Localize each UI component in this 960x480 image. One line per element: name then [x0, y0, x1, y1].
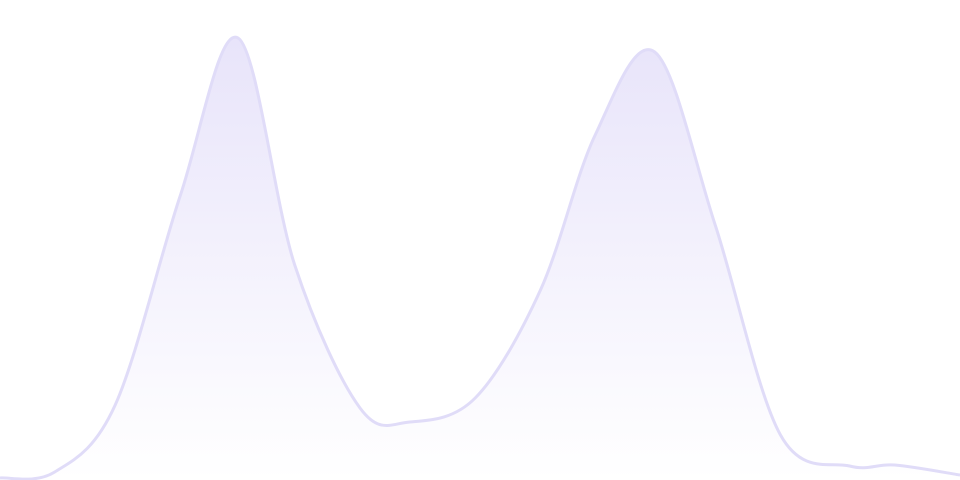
series-line — [0, 35, 960, 480]
area-fill — [0, 37, 960, 480]
